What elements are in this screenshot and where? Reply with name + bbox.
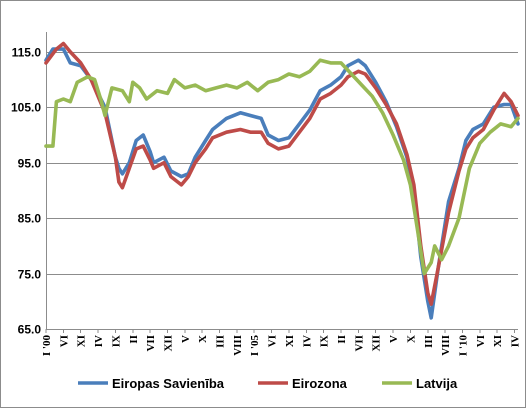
y-tick-label: 115.0 <box>12 46 42 60</box>
x-tick-label: IV <box>93 335 105 347</box>
y-tick-label: 105.0 <box>11 101 41 115</box>
x-tick-label: VIII <box>232 335 244 356</box>
x-tick-label: VI <box>58 335 70 347</box>
x-tick-label: III <box>423 335 435 348</box>
axes <box>45 32 518 333</box>
legend-label: Eirozona <box>292 376 348 391</box>
x-axis-tick-labels: I '00 VI XI IV IX II VII XII V X III VIII I '05 VI XI I… <box>41 335 522 357</box>
x-tick-label: XI <box>76 335 88 347</box>
x-tick-label: II <box>128 335 140 344</box>
series-line-latvija <box>44 58 520 276</box>
x-tick-label: V <box>180 335 192 343</box>
x-tick-label: XII <box>371 335 383 352</box>
x-tick-label: VIII <box>440 335 452 356</box>
y-tick-label: 65.0 <box>18 323 42 337</box>
y-tick-label: 95.0 <box>18 157 42 171</box>
x-tick-label: IX <box>110 335 122 347</box>
x-tick-label: VI <box>267 335 279 347</box>
y-axis-tick-labels: 65.0 75.0 85.0 95.0 105.0 115.0 <box>11 46 41 337</box>
x-tick-label: XI <box>492 335 504 347</box>
legend-label: Eiropas Savienība <box>112 376 225 391</box>
legend: Eiropas Savienība Eirozona Latvija <box>78 376 458 391</box>
x-tick-label: XI <box>284 335 296 347</box>
x-tick-label: VI <box>475 335 487 347</box>
x-tick-label: VII <box>145 335 157 352</box>
x-tick-label: I '05 <box>249 335 261 357</box>
series-line-eirozona <box>44 41 520 306</box>
y-tick-label: 75.0 <box>18 268 42 282</box>
x-tick-label: III <box>215 335 227 348</box>
x-tick-label: I '00 <box>41 335 53 357</box>
series-lines <box>44 41 520 320</box>
x-tick-label: V <box>388 335 400 343</box>
x-tick-label: XII <box>162 335 174 352</box>
x-tick-label: I '10 <box>457 335 469 357</box>
y-tick-label: 85.0 <box>18 212 42 226</box>
x-tick-label: II <box>336 335 348 344</box>
gridlines <box>46 52 518 275</box>
x-tick-label: IX <box>319 335 331 347</box>
x-tick-label: VII <box>353 335 365 352</box>
x-tick-label: X <box>197 335 209 343</box>
x-tick-label: X <box>405 335 417 343</box>
legend-label: Latvija <box>416 376 458 391</box>
x-tick-label: IV <box>510 335 522 347</box>
x-tick-label: IV <box>301 335 313 347</box>
